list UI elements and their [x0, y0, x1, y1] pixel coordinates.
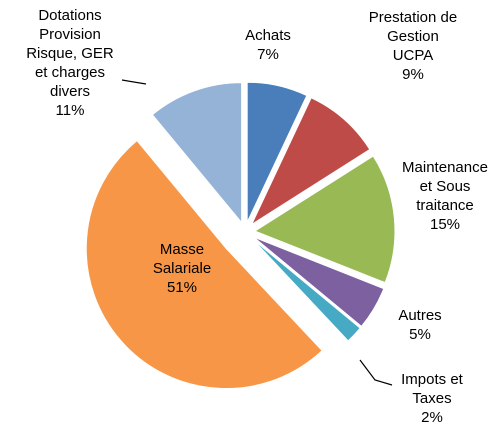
label-line: Gestion [387, 28, 439, 45]
value-label: 7% [257, 46, 279, 63]
pie-slice [151, 82, 243, 224]
label-line: et Sous [420, 178, 471, 195]
label-line: Prestation de [369, 9, 457, 26]
label-line: Risque, GER [26, 45, 114, 62]
slice-label: Maintenance et Sous traitance [402, 159, 488, 214]
slice-label: Masse Salariale [153, 241, 211, 277]
pie-slice [246, 81, 308, 223]
label-line: Impots et [401, 371, 464, 388]
value-label: 5% [409, 326, 431, 343]
pie-slice [251, 238, 361, 342]
label-line: Maintenance [402, 159, 488, 176]
pie-slice [250, 97, 371, 226]
slice-label: Impots et Taxes [401, 371, 464, 407]
value-label: 9% [402, 66, 424, 83]
pie-slice [253, 155, 396, 284]
label-line: Masse [160, 241, 204, 258]
label-line: Autres [398, 307, 441, 324]
slice-label: Achats [245, 27, 291, 44]
label-line: UCPA [393, 47, 434, 64]
label-line: Taxes [412, 390, 451, 407]
pie-slice [85, 139, 323, 390]
slice-label: Prestation de Gestion UCPA [369, 9, 457, 64]
leader-line [359, 359, 393, 386]
label-line: traitance [416, 197, 474, 214]
value-label: 11% [56, 102, 85, 119]
label-line: Provision [39, 26, 101, 43]
label-line: Dotations [38, 7, 101, 24]
leader-line [121, 79, 147, 85]
label-line: divers [50, 83, 90, 100]
slice-label: Dotations Provision Risque, GER et charges d… [26, 7, 114, 100]
label-line: Salariale [153, 260, 211, 277]
value-label: 2% [421, 409, 443, 426]
label-line: et charges [35, 64, 105, 81]
label-line: Achats [245, 27, 291, 44]
slice-label: Autres [398, 307, 441, 324]
pie-slice [253, 236, 385, 328]
value-label: 51% [167, 279, 197, 296]
value-label: 15% [430, 216, 460, 233]
